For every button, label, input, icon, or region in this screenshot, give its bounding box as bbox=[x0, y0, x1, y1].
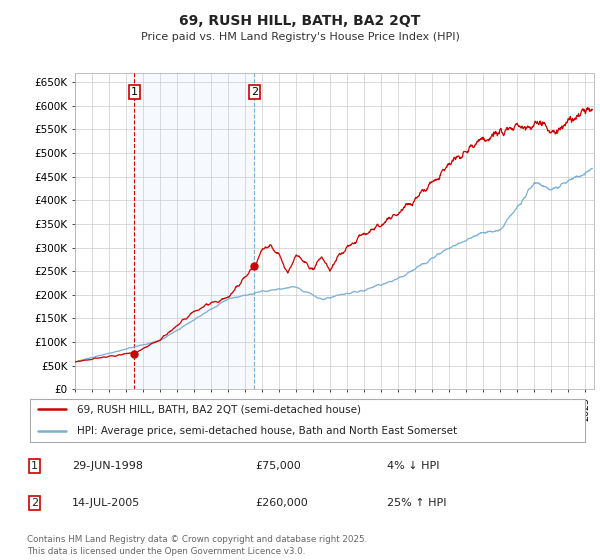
Text: £260,000: £260,000 bbox=[255, 498, 308, 508]
Text: 4% ↓ HPI: 4% ↓ HPI bbox=[387, 461, 439, 471]
Text: 69, RUSH HILL, BATH, BA2 2QT (semi-detached house): 69, RUSH HILL, BATH, BA2 2QT (semi-detac… bbox=[77, 404, 361, 414]
Text: 14-JUL-2005: 14-JUL-2005 bbox=[72, 498, 140, 508]
Text: HPI: Average price, semi-detached house, Bath and North East Somerset: HPI: Average price, semi-detached house,… bbox=[77, 426, 458, 436]
Text: 2: 2 bbox=[31, 498, 38, 508]
Text: 2: 2 bbox=[251, 87, 258, 97]
Text: 1: 1 bbox=[31, 461, 38, 471]
Text: 69, RUSH HILL, BATH, BA2 2QT: 69, RUSH HILL, BATH, BA2 2QT bbox=[179, 14, 421, 28]
Text: 29-JUN-1998: 29-JUN-1998 bbox=[72, 461, 143, 471]
Text: £75,000: £75,000 bbox=[255, 461, 301, 471]
Text: 25% ↑ HPI: 25% ↑ HPI bbox=[387, 498, 446, 508]
Text: 1: 1 bbox=[131, 87, 138, 97]
Text: Price paid vs. HM Land Registry's House Price Index (HPI): Price paid vs. HM Land Registry's House … bbox=[140, 32, 460, 43]
Bar bbox=[134, 73, 254, 389]
Text: Contains HM Land Registry data © Crown copyright and database right 2025.
This d: Contains HM Land Registry data © Crown c… bbox=[27, 535, 367, 556]
FancyBboxPatch shape bbox=[30, 399, 585, 442]
